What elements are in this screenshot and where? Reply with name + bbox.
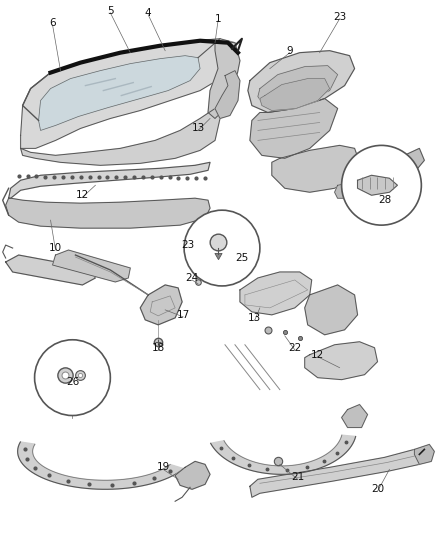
- Text: 5: 5: [107, 6, 113, 16]
- Text: 1: 1: [215, 14, 221, 24]
- Polygon shape: [21, 39, 238, 148]
- Text: 19: 19: [156, 462, 170, 472]
- Polygon shape: [258, 66, 338, 107]
- Polygon shape: [18, 442, 184, 489]
- Polygon shape: [175, 462, 210, 489]
- Text: 28: 28: [378, 195, 391, 205]
- Polygon shape: [335, 182, 361, 198]
- Polygon shape: [248, 51, 355, 112]
- Text: 4: 4: [145, 8, 152, 18]
- Text: 21: 21: [291, 472, 304, 482]
- Text: 20: 20: [371, 484, 384, 494]
- Polygon shape: [250, 449, 427, 497]
- Text: 18: 18: [152, 343, 165, 353]
- Text: 17: 17: [177, 310, 190, 320]
- Text: 25: 25: [235, 253, 248, 263]
- Circle shape: [35, 340, 110, 416]
- Text: 13: 13: [248, 313, 261, 323]
- Polygon shape: [342, 405, 367, 427]
- Polygon shape: [397, 148, 424, 172]
- Polygon shape: [240, 272, 312, 315]
- Text: 6: 6: [49, 18, 56, 28]
- Polygon shape: [215, 71, 240, 118]
- Polygon shape: [250, 99, 338, 158]
- Polygon shape: [357, 175, 397, 195]
- Polygon shape: [39, 55, 200, 131]
- Polygon shape: [53, 250, 130, 282]
- Polygon shape: [6, 255, 95, 285]
- Circle shape: [342, 146, 421, 225]
- Text: 12: 12: [311, 350, 324, 360]
- Polygon shape: [305, 285, 357, 335]
- Text: 9: 9: [286, 46, 293, 55]
- Text: 23: 23: [181, 240, 195, 250]
- Text: 23: 23: [333, 12, 346, 22]
- Text: 26: 26: [66, 377, 79, 386]
- Polygon shape: [305, 342, 378, 379]
- Text: 12: 12: [76, 190, 89, 200]
- Polygon shape: [140, 285, 182, 325]
- Polygon shape: [21, 109, 220, 165]
- Text: 10: 10: [49, 243, 62, 253]
- Polygon shape: [414, 445, 434, 464]
- Polygon shape: [9, 163, 210, 198]
- Text: 22: 22: [288, 343, 301, 353]
- Polygon shape: [208, 41, 240, 118]
- Polygon shape: [6, 198, 210, 228]
- Circle shape: [184, 210, 260, 286]
- Polygon shape: [260, 78, 330, 110]
- Polygon shape: [211, 435, 356, 474]
- Text: 13: 13: [191, 124, 205, 133]
- Polygon shape: [272, 146, 360, 192]
- Text: 24: 24: [185, 273, 199, 283]
